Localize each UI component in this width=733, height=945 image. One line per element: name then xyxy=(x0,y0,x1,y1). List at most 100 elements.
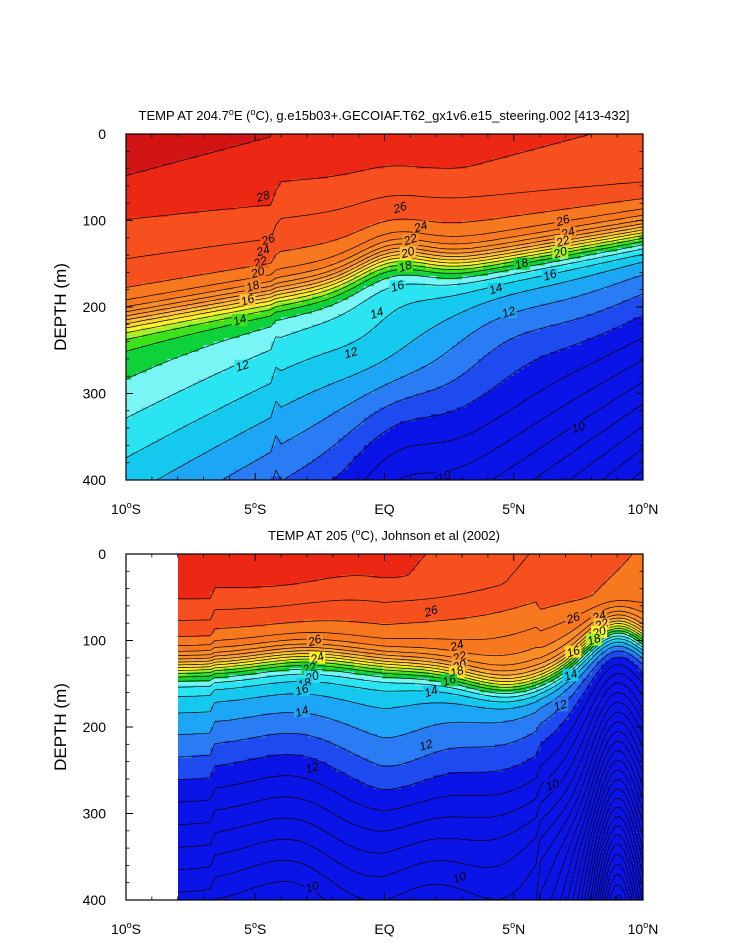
top-temperature-cell xyxy=(611,189,618,194)
top-temperature-cell xyxy=(239,140,246,145)
top-temperature-cell xyxy=(332,189,339,194)
top-temperature-cell xyxy=(348,244,355,249)
top-temperature-cell xyxy=(239,203,246,208)
top-temperature-cell xyxy=(327,234,334,239)
top-temperature-cell xyxy=(219,203,225,208)
top-temperature-cell xyxy=(389,251,396,256)
top-temperature-cell xyxy=(560,168,567,173)
top-temperature-cell xyxy=(498,223,505,229)
top-temperature-cell xyxy=(596,275,603,280)
top-temperature-cell xyxy=(213,286,220,291)
top-temperature-cell xyxy=(322,217,329,222)
top-temperature-cell xyxy=(606,296,613,301)
top-temperature-cell xyxy=(467,147,473,152)
top-temperature-cell xyxy=(136,199,143,204)
top-temperature-cell xyxy=(601,227,608,232)
top-temperature-cell xyxy=(405,296,411,301)
top-temperature-cell xyxy=(255,151,262,156)
top-temperature-cell xyxy=(415,217,422,222)
top-temperature-cell xyxy=(188,255,194,260)
top-temperature-cell xyxy=(198,210,205,215)
top-temperature-cell xyxy=(224,203,230,208)
top-temperature-cell xyxy=(208,237,215,242)
top-temperature-cell xyxy=(611,185,618,190)
top-temperature-cell xyxy=(162,172,168,177)
top-temperature-cell xyxy=(529,154,536,159)
top-temperature-cell xyxy=(549,237,556,242)
top-temperature-cell xyxy=(301,151,308,156)
top-temperature-cell xyxy=(213,147,220,152)
top-temperature-cell xyxy=(446,272,453,277)
top-temperature-cell xyxy=(431,258,437,263)
top-temperature-cell xyxy=(358,293,365,298)
top-temperature-cell xyxy=(394,185,401,190)
top-temperature-cell xyxy=(611,296,618,301)
top-temperature-cell xyxy=(389,151,396,156)
top-temperature-cell xyxy=(441,237,448,242)
top-temperature-cell xyxy=(456,172,463,177)
top-temperature-cell xyxy=(431,234,437,239)
top-temperature-cell xyxy=(596,137,603,142)
top-temperature-cell xyxy=(632,265,639,270)
top-temperature-cell xyxy=(560,272,567,277)
top-temperature-cell xyxy=(565,165,572,170)
top-temperature-cell xyxy=(239,220,246,225)
top-temperature-cell xyxy=(317,185,324,190)
top-temperature-cell xyxy=(580,161,587,166)
top-temperature-cell xyxy=(286,272,293,277)
top-temperature-cell xyxy=(580,182,587,187)
top-temperature-cell xyxy=(306,227,313,232)
top-temperature-cell xyxy=(219,289,225,294)
top-temperature-cell xyxy=(141,237,148,242)
top-temperature-cell xyxy=(586,255,592,260)
top-temperature-cell xyxy=(286,262,293,267)
top-temperature-cell xyxy=(425,178,432,184)
top-temperature-cell xyxy=(198,189,205,194)
top-temperature-cell xyxy=(208,154,215,159)
top-temperature-cell xyxy=(472,147,479,152)
top-temperature-cell xyxy=(596,192,603,197)
top-temperature-cell xyxy=(358,140,365,145)
top-temperature-cell xyxy=(389,213,396,218)
top-temperature-cell xyxy=(157,144,163,149)
top-temperature-cell xyxy=(472,168,479,173)
top-temperature-cell xyxy=(332,182,339,187)
top-temperature-cell xyxy=(363,199,370,204)
top-temperature-cell xyxy=(348,151,355,156)
top-temperature-cell xyxy=(606,178,613,184)
top-temperature-cell xyxy=(296,241,303,246)
top-temperature-cell xyxy=(146,237,153,242)
top-temperature-cell xyxy=(405,182,411,187)
top-temperature-cell xyxy=(188,147,194,152)
top-temperature-cell xyxy=(632,241,639,246)
top-temperature-cell xyxy=(606,234,613,239)
top-temperature-cell xyxy=(601,289,608,294)
top-temperature-cell xyxy=(337,223,344,229)
top-temperature-cell xyxy=(193,275,199,280)
top-temperature-cell xyxy=(415,258,422,263)
top-temperature-cell xyxy=(188,140,194,145)
top-temperature-cell xyxy=(353,234,360,239)
top-temperature-cell xyxy=(239,279,246,284)
top-temperature-cell xyxy=(141,175,148,180)
top-temperature-cell xyxy=(606,275,613,280)
top-temperature-cell xyxy=(462,147,468,152)
top-temperature-cell xyxy=(472,300,479,305)
top-temperature-cell xyxy=(513,255,520,260)
top-temperature-cell xyxy=(637,286,643,291)
top-temperature-cell xyxy=(322,289,329,294)
top-temperature-cell xyxy=(529,286,536,291)
top-temperature-cell xyxy=(167,147,174,152)
top-temperature-cell xyxy=(229,158,236,163)
top-temperature-cell xyxy=(286,234,293,239)
top-temperature-cell xyxy=(508,286,515,291)
top-temperature-cell xyxy=(374,206,380,211)
top-temperature-cell xyxy=(368,203,375,208)
top-temperature-cell xyxy=(317,272,324,277)
top-temperature-cell xyxy=(560,275,567,280)
top-temperature-cell xyxy=(203,227,210,232)
top-temperature-cell xyxy=(198,275,205,280)
top-temperature-cell xyxy=(575,237,582,242)
top-temperature-cell xyxy=(162,144,168,149)
top-temperature-cell xyxy=(565,189,572,194)
